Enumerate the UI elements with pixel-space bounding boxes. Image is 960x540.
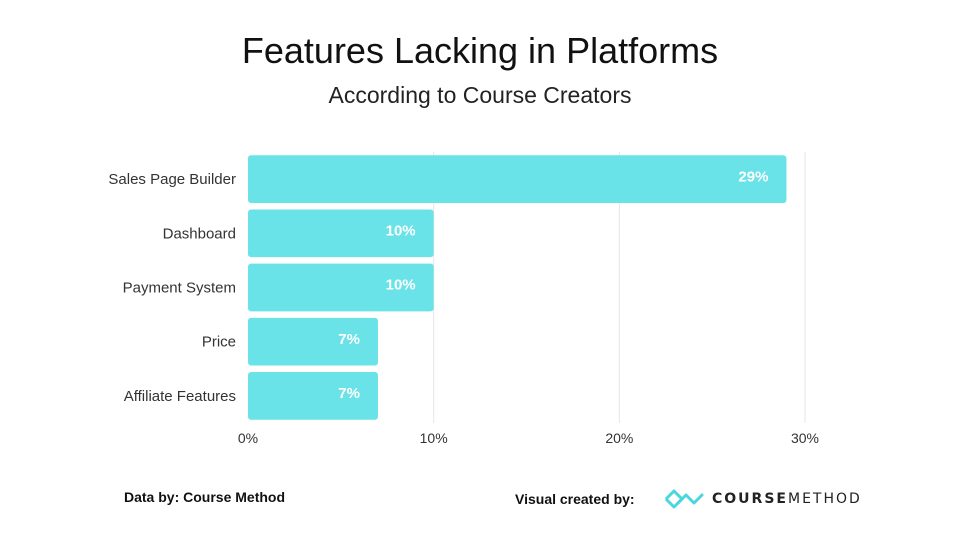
category-label: Price	[202, 334, 236, 351]
x-tick-label: 0%	[238, 430, 258, 446]
logo-word-course: COURSE	[712, 491, 788, 507]
bar	[248, 317, 378, 366]
bar	[248, 155, 787, 203]
data-label: 10%	[386, 277, 416, 294]
x-tick-label: 30%	[791, 430, 819, 446]
bar	[248, 372, 378, 420]
category-label: Sales Page Builder	[108, 171, 236, 188]
course-method-logo: COURSEMETHOD	[664, 484, 862, 514]
chart-title: Features Lacking in Platforms	[241, 30, 719, 71]
course-method-logo-icon	[664, 489, 704, 509]
category-label: Affiliate Features	[124, 388, 236, 405]
data-label: 10%	[386, 222, 416, 239]
course-method-wordmark: COURSEMETHOD	[712, 491, 862, 507]
visual-credit: Visual created by:	[515, 491, 635, 507]
bar	[248, 209, 434, 258]
x-tick-label: 20%	[605, 430, 633, 446]
category-label: Payment System	[123, 280, 236, 297]
data-label: 7%	[338, 385, 360, 402]
data-label: 7%	[338, 331, 360, 348]
category-label: Dashboard	[163, 225, 236, 242]
bar	[248, 263, 434, 312]
chart-subtitle: According to Course Creators	[328, 82, 632, 108]
data-label: 29%	[738, 168, 768, 185]
x-tick-label: 10%	[420, 430, 448, 446]
logo-word-method: METHOD	[787, 491, 862, 507]
data-source-credit: Data by: Course Method	[124, 489, 286, 505]
